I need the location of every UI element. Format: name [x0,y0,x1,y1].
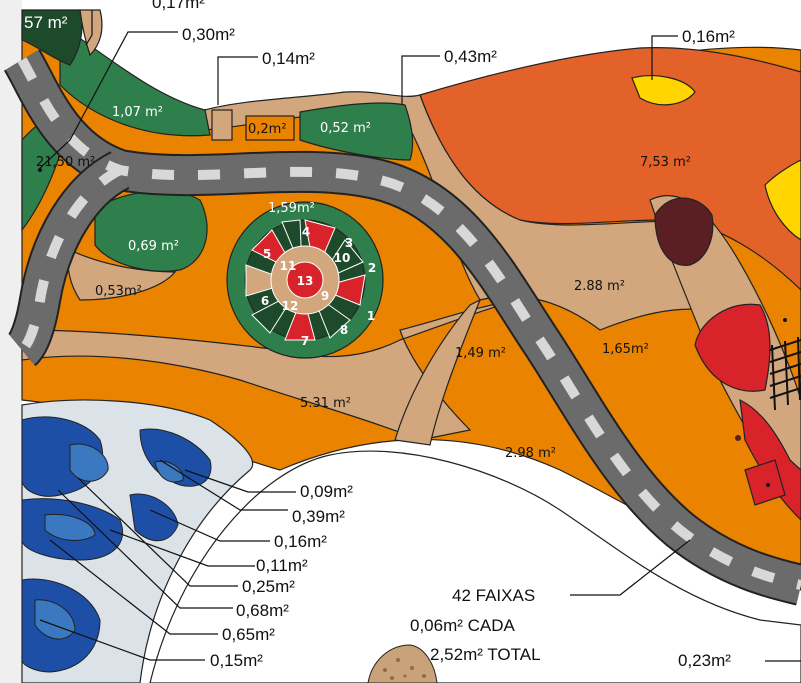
callout-016-blue: 0,16m² [274,532,327,551]
area-288: 2.88 m² [574,279,625,294]
blue-dark-2 [139,428,212,487]
area-052: 0,52 m² [320,121,371,136]
orange-02 [245,115,295,141]
callout-068: 0,68m² [236,601,289,620]
wheel-number: 5 [263,247,271,261]
area-165: 1,65m² [602,342,649,357]
blue-mid-1 [69,443,109,482]
sand-texture [383,658,426,680]
green-area-069 [94,190,208,272]
road-note-line2: 0,06m² CADA [410,616,516,635]
callout-065: 0,65m² [222,625,275,644]
area-labels: 1,07 m² 0,2m² 0,52 m² 21,50 m² 0,69 m² 0… [36,105,691,461]
callout-011: 0,11m² [256,556,308,575]
area-753: 7,53 m² [640,155,691,170]
wheel-number: 7 [301,334,309,348]
wheel-number: 11 [280,259,297,273]
wheel-number: 3 [345,236,353,250]
callout-043: 0,43m² [444,47,497,66]
green-area-upper [59,23,211,137]
tan-strip-diagonal [394,298,482,446]
callout-025: 0,25m² [242,577,295,596]
callout-015: 0,15m² [210,651,263,670]
callout-014: 0,14m² [262,49,315,68]
blue-dark-4 [129,493,179,542]
maroon-leaf [654,197,714,266]
wheel-number: 10 [334,251,351,265]
ladder-grid [769,336,801,411]
green-area-strip [299,102,414,161]
play-wheel [226,201,384,359]
leader-lines [37,10,801,662]
blue-mid-2 [154,460,184,483]
area-053: 0,53m² [95,284,142,299]
red-block [744,459,786,506]
area-107: 1,07 m² [112,105,163,120]
tan-014 [211,109,233,141]
sand-pit [367,644,438,683]
wheel-number: 6 [261,294,269,308]
map-marks [38,168,787,487]
wheel-number: 8 [340,323,348,337]
callout-030: 0,30m² [182,25,235,44]
area-2150: 21,50 m² [36,155,95,170]
red-slide-lower [739,398,801,521]
tan-corner [79,9,103,57]
callout-016-top: 0,16m² [682,27,735,46]
road-note-line1: 42 FAIXAS [452,586,535,605]
callout-partial-57: 57 m² [24,13,68,32]
wheel-number: 1 [367,309,375,323]
wheel-numbers: 3 4 5 2 1 8 7 6 10 9 12 11 13 [261,225,376,348]
callout-labels: 57 m² 0,17m² 0,30m² 0,14m² 0,43m² 0,16m²… [24,0,735,670]
red-slide [694,303,771,392]
wheel-number: 9 [321,289,329,303]
wheel-number: 2 [368,261,376,275]
blue-mid-3 [44,513,96,541]
road [3,49,801,606]
area-149: 1,49 m² [455,346,506,361]
area-298: 2.98 m² [505,446,556,461]
wheel-number: 4 [302,225,310,239]
area-531: 5.31 m² [300,396,351,411]
left-margin [0,0,22,683]
white-lawn [149,450,801,683]
area-159: 1,59m² [268,201,315,216]
callout-009: 0,09m² [300,482,353,501]
tan-053 [67,249,177,301]
road-note: 42 FAIXAS 0,06m² CADA 2,52m² TOTAL [410,586,541,664]
area-02: 0,2m² [248,122,287,137]
road-note-line3: 2,52m² TOTAL [430,645,541,664]
callout-023: 0,23m² [678,651,731,670]
callout-partial-017: 0,17m² [152,0,205,12]
callout-039: 0,39m² [292,507,345,526]
area-069: 0,69 m² [128,239,179,254]
wheel-number: 12 [282,299,299,313]
yellow-patch-right [764,159,801,241]
wheel-number: 13 [297,274,314,288]
yellow-patch-top [631,75,696,106]
